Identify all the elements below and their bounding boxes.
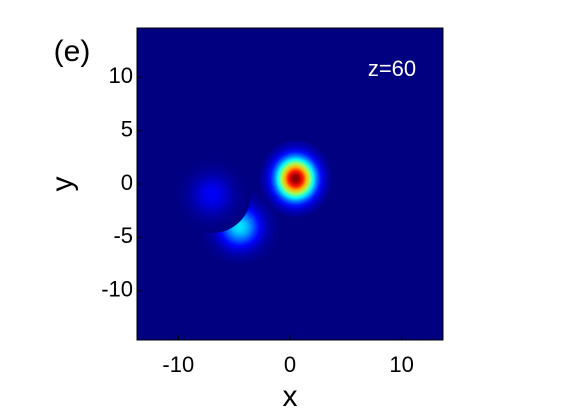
panel-label: (e)	[54, 35, 91, 68]
annotation: z=60	[368, 56, 416, 81]
intensity-blob	[259, 140, 332, 218]
x-tick-label: -10	[162, 352, 194, 377]
x-tick-label: 0	[284, 352, 296, 377]
y-tick-label: -5	[113, 223, 133, 248]
y-tick-label: 10	[109, 63, 133, 88]
y-axis-label: y	[46, 177, 79, 192]
y-tick-label: 0	[121, 170, 133, 195]
intensity-blob	[172, 156, 251, 234]
y-tick-label: 5	[121, 116, 133, 141]
y-tick-label: -10	[101, 277, 133, 302]
x-tick-label: 10	[389, 352, 413, 377]
x-axis-label: x	[283, 380, 298, 413]
